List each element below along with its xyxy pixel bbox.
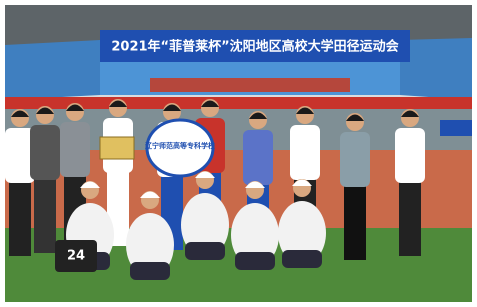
legs xyxy=(34,175,56,253)
stand-red xyxy=(150,78,350,92)
legs xyxy=(344,182,366,260)
legs xyxy=(399,178,421,256)
torso xyxy=(243,130,273,185)
banner-title: 2021年“菲普莱杯”沈阳地区高校大学田径运动会 xyxy=(111,39,399,55)
photo: 2021年“菲普莱杯”沈阳地区高校大学田径运动会 辽宁师范高等专科学校 24 xyxy=(0,0,477,307)
crouch-legs xyxy=(282,250,322,268)
flag-text: 辽宁师范高等专科学校 xyxy=(145,141,216,150)
torso xyxy=(395,128,425,183)
torso xyxy=(30,125,60,180)
side-sign xyxy=(440,120,472,136)
certificate xyxy=(100,137,134,159)
stand-right xyxy=(400,38,472,100)
torso xyxy=(290,125,320,180)
crouch-legs xyxy=(130,262,170,280)
crouch-legs xyxy=(185,242,225,260)
crouch-legs xyxy=(235,252,275,270)
torso xyxy=(60,122,90,177)
torso xyxy=(340,132,370,187)
bag-number: 24 xyxy=(67,249,85,264)
legs xyxy=(9,178,31,256)
stand-left xyxy=(5,40,100,100)
